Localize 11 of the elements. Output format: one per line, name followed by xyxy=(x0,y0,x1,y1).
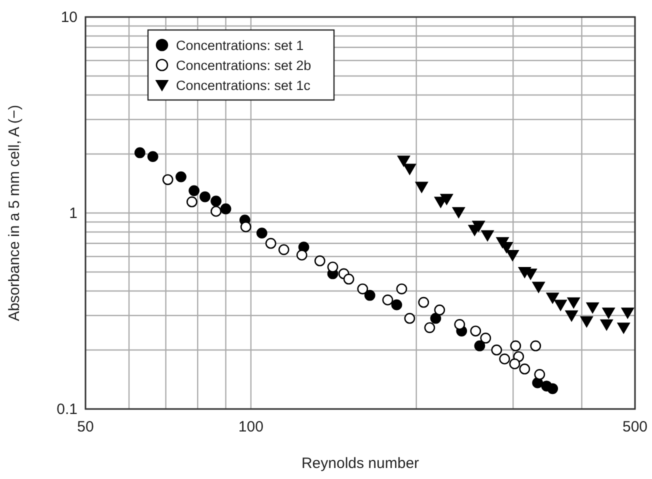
y-axis-title: Absorbance in a 5 mm cell, A (−) xyxy=(6,104,23,322)
y-tick-label: 0.1 xyxy=(56,400,78,418)
x-tick-label: 500 xyxy=(622,418,648,436)
x-axis-title: Reynolds number xyxy=(301,455,420,472)
y-tick-label: 10 xyxy=(60,8,78,26)
legend-label: Concentrations: set 1c xyxy=(176,78,311,93)
y-tick-label: 1 xyxy=(69,204,78,222)
legend-label: Concentrations: set 2b xyxy=(176,58,312,73)
legend-label: Concentrations: set 1 xyxy=(176,38,304,53)
x-tick-label: 100 xyxy=(238,418,264,436)
x-tick-label: 50 xyxy=(77,418,94,436)
